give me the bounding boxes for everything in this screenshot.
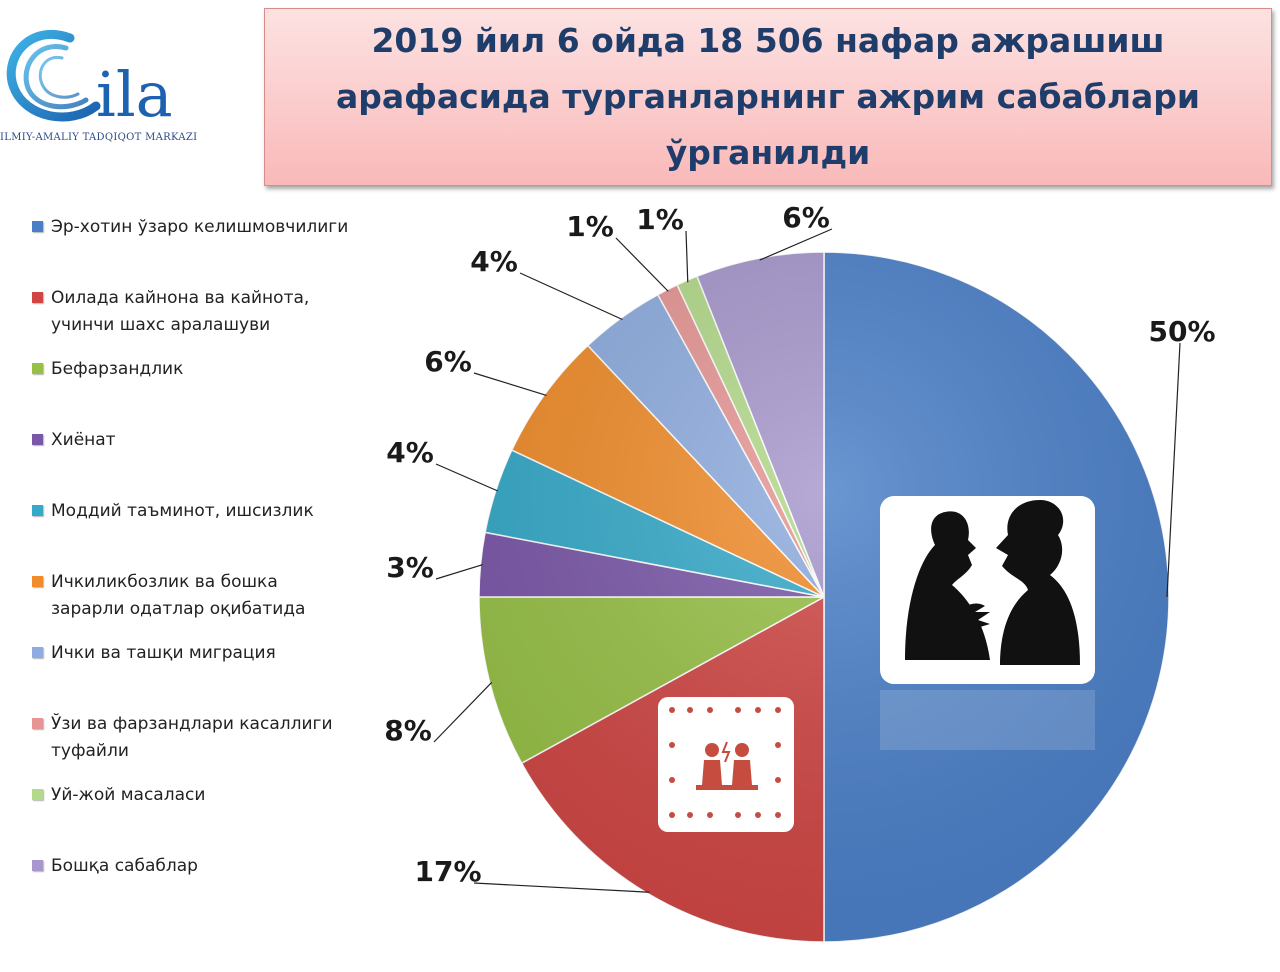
- legend-label: Бошқа сабаблар: [51, 856, 198, 876]
- slice-percent-label: 4%: [386, 436, 434, 469]
- logo: ila ILMIY-AMALIY TADQIQOT MARKAZI: [0, 18, 210, 158]
- slice-percent-label: 3%: [386, 551, 434, 584]
- leader-line: [435, 564, 483, 580]
- logo-wordmark: ila: [96, 58, 173, 128]
- slice-percent-label: 50%: [1148, 315, 1215, 348]
- legend-item: Хиёнат: [32, 427, 352, 454]
- legend-swatch: [32, 789, 43, 800]
- legend-item: Оилада кайнона ва кайнота, учинчи шахс а…: [32, 285, 352, 339]
- slice-percent-label: 8%: [384, 714, 432, 747]
- legend-label: Ички ва ташқи миграция: [51, 643, 276, 663]
- page-title: 2019 йил 6 ойда 18 506 нафар ажрашиш ара…: [335, 21, 1201, 172]
- leader-line: [435, 463, 499, 492]
- legend-swatch: [32, 718, 43, 729]
- legend-label: Хиёнат: [51, 430, 116, 450]
- legend-item: Уй-жой масаласи: [32, 782, 352, 809]
- logo-emblem: ila: [6, 29, 173, 128]
- legend-swatch: [32, 505, 43, 516]
- legend-swatch: [32, 434, 43, 445]
- legend-swatch: [32, 647, 43, 658]
- leader-line: [759, 228, 833, 261]
- slice-percent-label: 6%: [782, 201, 830, 234]
- legend-item: Эр-хотин ўзаро келишмовчилиги: [32, 214, 352, 241]
- legend-item: Ички ва ташқи миграция: [32, 640, 352, 667]
- legend-item: Бефарзандлик: [32, 356, 352, 383]
- leader-line: [473, 372, 547, 396]
- legend-label: Эр-хотин ўзаро келишмовчилиги: [51, 217, 349, 237]
- legend-swatch: [32, 860, 43, 871]
- couple-arguing-image: [880, 496, 1095, 750]
- legend-item: Ичкиликбозлик ва бошка зарарли одатлар о…: [32, 569, 352, 623]
- logo-tagline: ILMIY-AMALIY TADQIQOT MARKAZI: [0, 132, 198, 143]
- slice-percent-label: 1%: [636, 203, 684, 236]
- leader-line: [473, 882, 650, 893]
- legend-label: Бефарзандлик: [51, 359, 184, 379]
- legend-label: Уй-жой масаласи: [51, 785, 206, 805]
- legend-item: Ўзи ва фарзандлари касаллиги туфайли: [32, 711, 352, 765]
- legend-swatch: [32, 576, 43, 587]
- legend-swatch: [32, 221, 43, 232]
- legend-item: Моддий таъминот, ишсизлик: [32, 498, 352, 525]
- family-conflict-icons-image: [658, 697, 794, 832]
- legend-label: Ичкиликбозлик ва бошка зарарли одатлар о…: [51, 572, 306, 619]
- slice-percent-label: 6%: [424, 345, 472, 378]
- legend-swatch: [32, 292, 43, 303]
- legend-label: Оилада кайнона ва кайнота, учинчи шахс а…: [51, 288, 310, 335]
- leader-line: [519, 272, 623, 321]
- leader-line: [1166, 342, 1181, 598]
- legend-item: Бошқа сабаблар: [32, 853, 352, 880]
- slice-percent-label: 4%: [470, 245, 518, 278]
- leader-line: [615, 237, 669, 292]
- slice-percent-label: 17%: [414, 855, 481, 888]
- legend-label: Моддий таъминот, ишсизлик: [51, 501, 314, 521]
- title-box: 2019 йил 6 ойда 18 506 нафар ажрашиш ара…: [264, 8, 1272, 186]
- slice-percent-label: 1%: [566, 210, 614, 243]
- legend-label: Ўзи ва фарзандлари касаллиги туфайли: [51, 714, 333, 761]
- leader-line: [685, 230, 689, 283]
- legend-swatch: [32, 363, 43, 374]
- leader-line: [433, 681, 493, 743]
